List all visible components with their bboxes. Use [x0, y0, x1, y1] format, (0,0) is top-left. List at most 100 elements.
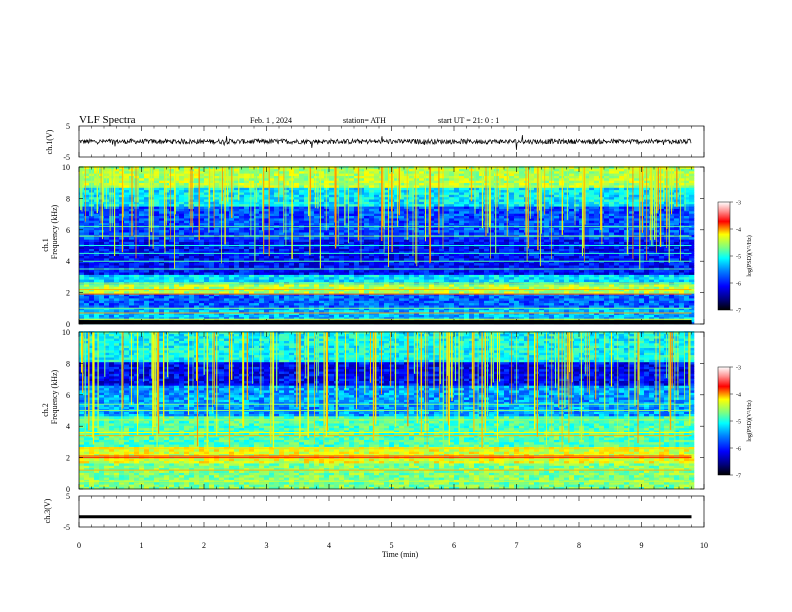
spec-cell: [279, 272, 285, 275]
spec-cell: [339, 286, 345, 289]
spec-cell: [204, 307, 210, 311]
spec-cell: [684, 265, 690, 268]
spec-cell: [469, 302, 475, 306]
spec-cell: [254, 241, 260, 245]
spec-cell: [409, 295, 415, 299]
spec-cell: [669, 316, 675, 320]
spec-cell: [454, 258, 460, 261]
spec-cell: [674, 258, 680, 261]
spec-cell: [514, 298, 520, 301]
spec-cell: [234, 265, 240, 268]
spec-cell: [664, 314, 670, 318]
spec-cell: [474, 255, 480, 259]
spec-cell: [214, 309, 220, 313]
spec-cell: [194, 288, 200, 292]
spec-cell: [329, 248, 335, 252]
spec-cell: [344, 291, 350, 294]
spec-cell: [264, 236, 270, 240]
spec-cell: [569, 307, 575, 311]
spec-cell: [619, 300, 625, 304]
spec-cell: [364, 293, 370, 297]
spec-cell: [269, 312, 275, 315]
spec-cell: [439, 236, 445, 240]
spec-cell: [479, 298, 485, 301]
spec-cell: [384, 251, 390, 254]
spec-cell: [154, 246, 160, 249]
spec-cell: [654, 298, 660, 301]
spec-cell: [164, 269, 170, 273]
spec-cell: [224, 260, 230, 264]
spec-cell: [634, 258, 640, 261]
spec-cell: [534, 288, 540, 292]
spec-cell: [264, 227, 270, 231]
spec-cell: [419, 286, 425, 289]
spec-cell: [214, 291, 220, 294]
spec-cell: [574, 307, 580, 311]
spec-cell: [239, 229, 245, 233]
spec-cell: [84, 272, 90, 275]
spec-cell: [664, 248, 670, 252]
spec-cell: [484, 284, 490, 287]
spec-cell: [224, 276, 230, 280]
spec-cell: [664, 298, 670, 301]
spec-cell: [569, 251, 575, 254]
spec-cell: [99, 246, 105, 249]
spec-cell: [614, 295, 620, 299]
spec-cell: [414, 274, 420, 278]
spec-cell: [209, 239, 215, 242]
spec-cell: [79, 284, 85, 287]
spec-cell: [384, 288, 390, 292]
spec-cell: [594, 314, 600, 318]
spec-cell: [149, 236, 155, 240]
spec-cell: [644, 295, 650, 299]
spec-cell: [524, 314, 530, 318]
spec-cell: [464, 255, 470, 259]
spec-cell: [104, 291, 110, 294]
spec-cell: [619, 276, 625, 280]
spec-cell: [644, 279, 650, 282]
spec-cell: [109, 255, 115, 259]
spec-cell: [629, 286, 635, 289]
spec-cell: [669, 255, 675, 259]
spec-cell: [284, 314, 290, 318]
spec-cell: [434, 258, 440, 261]
spec-cell: [129, 298, 135, 301]
spec-cell: [184, 253, 190, 256]
spec-cell: [84, 279, 90, 282]
spec-cell: [394, 293, 400, 297]
spec-cell: [239, 295, 245, 299]
spec-cell: [334, 298, 340, 301]
spec-cell: [339, 276, 345, 280]
spec-cell: [229, 312, 235, 315]
spec-cell: [554, 295, 560, 299]
spec-cell: [519, 258, 525, 261]
spec-cell: [189, 258, 195, 261]
spec-cell: [84, 232, 90, 235]
spec-cell: [619, 265, 625, 268]
spec-cell: [564, 241, 570, 245]
spec-cell: [79, 260, 85, 264]
spec-cell: [559, 302, 565, 306]
spec-cell: [589, 295, 595, 299]
spec-cell: [94, 236, 100, 240]
spec-cell: [299, 255, 305, 259]
spec-cell: [559, 262, 565, 266]
spec-cell: [84, 284, 90, 287]
spec-cell: [614, 241, 620, 245]
spec-cell: [269, 295, 275, 299]
spec-cell: [144, 309, 150, 313]
spec-cell: [179, 246, 185, 249]
spec-cell: [494, 293, 500, 297]
spec-cell: [249, 288, 255, 292]
spec-cell: [574, 291, 580, 294]
spec-cell: [434, 291, 440, 294]
spec-cell: [459, 236, 465, 240]
spec-cell: [419, 300, 425, 304]
spec-cell: [214, 246, 220, 249]
spec-cell: [659, 279, 665, 282]
spec-cell: [169, 286, 175, 289]
spec-cell: [544, 276, 550, 280]
spec-cell: [354, 255, 360, 259]
spec-cell: [114, 255, 120, 259]
spec-cell: [184, 255, 190, 259]
